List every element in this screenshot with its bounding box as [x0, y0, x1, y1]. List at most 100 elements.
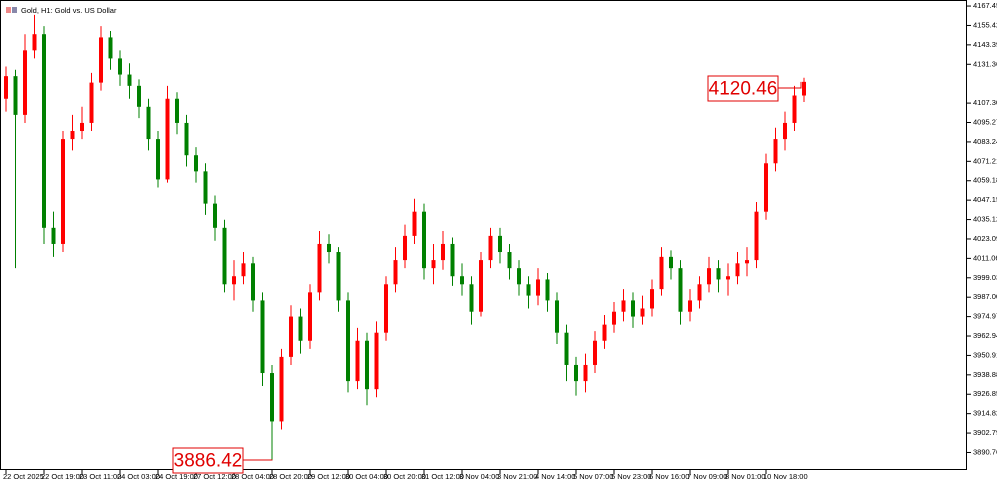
candle-body [346, 300, 350, 382]
candle-body [688, 300, 692, 312]
candle-body [650, 289, 654, 309]
candle-body [773, 139, 778, 164]
x-tick-label: 5 Nov 07:00 [573, 472, 613, 481]
y-tick-label: 4143.39 [973, 40, 997, 49]
candle-body [108, 37, 113, 59]
candle-body [42, 34, 46, 228]
x-tick-label: 30 Oct 04:00 [345, 472, 388, 481]
y-tick-label: 4155.42 [973, 20, 997, 29]
candle-body [612, 311, 616, 325]
y-tick-label: 4131.36 [973, 59, 997, 68]
y-tick-label: 3926.85 [973, 389, 997, 398]
x-tick-label: 31 Oct 12:00 [421, 472, 464, 481]
plot-frame [0, 0, 967, 470]
y-tick-label: 3938.88 [973, 370, 997, 379]
y-tick-label: 4011.06 [973, 253, 997, 262]
candle-body [536, 279, 540, 296]
y-tick-label: 3890.76 [973, 447, 997, 456]
x-tick-label: 29 Oct 12:00 [307, 472, 350, 481]
candle-body [735, 263, 740, 277]
candle-body [241, 263, 246, 277]
candle-body [631, 300, 635, 317]
candle-body [70, 131, 75, 140]
y-tick-label: 4023.09 [973, 234, 997, 243]
candle-body [270, 373, 274, 422]
candle-body [564, 332, 569, 365]
annotation-leader [778, 81, 802, 89]
candle-body [365, 340, 369, 390]
y-tick-label: 3950.91 [973, 350, 997, 359]
candle-body [640, 308, 645, 317]
candle-body [621, 300, 626, 312]
candle-body [479, 260, 483, 312]
x-tick-label: 24 Oct 03:00 [117, 472, 160, 481]
candle-body [146, 106, 151, 140]
y-tick-label: 4047.15 [973, 195, 997, 204]
y-tick-label: 4035.12 [973, 215, 997, 224]
candle-body [441, 243, 445, 261]
candle-body [602, 324, 607, 341]
candle-body [422, 211, 426, 269]
price-annotation: 3886.42 [174, 451, 243, 472]
candle-body [669, 256, 673, 269]
x-tick-label: 30 Oct 20:00 [383, 472, 426, 481]
candle-body [32, 34, 37, 51]
candle-body [384, 284, 388, 333]
candle-body [593, 340, 597, 365]
candle-body [213, 203, 217, 228]
candle-body [783, 122, 787, 140]
candle-body [260, 300, 265, 374]
y-tick-label: 3999.03 [973, 273, 997, 282]
y-tick-label: 3974.97 [973, 312, 997, 321]
candle-body [203, 171, 208, 204]
x-tick-label: 23 Oct 11:00 [79, 472, 121, 481]
annotation-leader [243, 459, 273, 461]
candle-body [374, 332, 379, 390]
symbol-icon [6, 7, 11, 13]
candle-body [336, 252, 341, 301]
candle-body [308, 292, 312, 341]
candle-body [460, 276, 464, 285]
x-tick-label: 22 Oct 2025 [3, 472, 44, 481]
candle-body [327, 243, 331, 253]
candle-body [792, 95, 797, 123]
candle-body [469, 284, 474, 312]
chart-title: Gold, H1: Gold vs. US Dollar [21, 6, 117, 15]
y-tick-label: 3962.94 [973, 331, 997, 340]
y-tick-label: 4083.24 [973, 137, 997, 146]
candle-body [80, 122, 84, 132]
candle-body [764, 163, 768, 212]
candle-body [574, 364, 578, 382]
candle-body [89, 82, 94, 123]
candle-body [488, 235, 493, 261]
candle-body [232, 276, 236, 285]
x-tick-label: 7 Nov 09:00 [687, 472, 727, 481]
x-tick-label: 5 Nov 23:00 [611, 472, 651, 481]
candle-body [716, 268, 721, 280]
candle-body [507, 252, 512, 269]
x-tick-label: 8 Nov 01:00 [725, 472, 765, 481]
candle-body [156, 139, 160, 180]
candle-body [659, 256, 664, 290]
candle-body [678, 268, 683, 312]
x-tick-label: 4 Nov 14:00 [535, 472, 575, 481]
y-tick-label: 3902.79 [973, 428, 997, 437]
candle-body [317, 243, 322, 293]
candle-body [403, 235, 407, 261]
price-annotation-box [707, 75, 779, 102]
candle-body [545, 279, 550, 301]
x-tick-label: 27 Oct 12:00 [193, 472, 236, 481]
candle-body [726, 276, 730, 280]
candle-body [251, 263, 255, 301]
x-tick-label: 22 Oct 19:00 [41, 472, 84, 481]
x-tick-label: 10 Nov 18:00 [763, 472, 808, 481]
candle-body [137, 85, 141, 107]
candle-body [450, 243, 455, 277]
candle-body [526, 284, 531, 296]
candle-body [13, 76, 18, 115]
x-tick-label: 6 Nov 16:00 [649, 472, 689, 481]
y-tick-label: 4167.45 [973, 1, 997, 10]
candle-body [127, 74, 132, 86]
candle-body [118, 58, 122, 75]
